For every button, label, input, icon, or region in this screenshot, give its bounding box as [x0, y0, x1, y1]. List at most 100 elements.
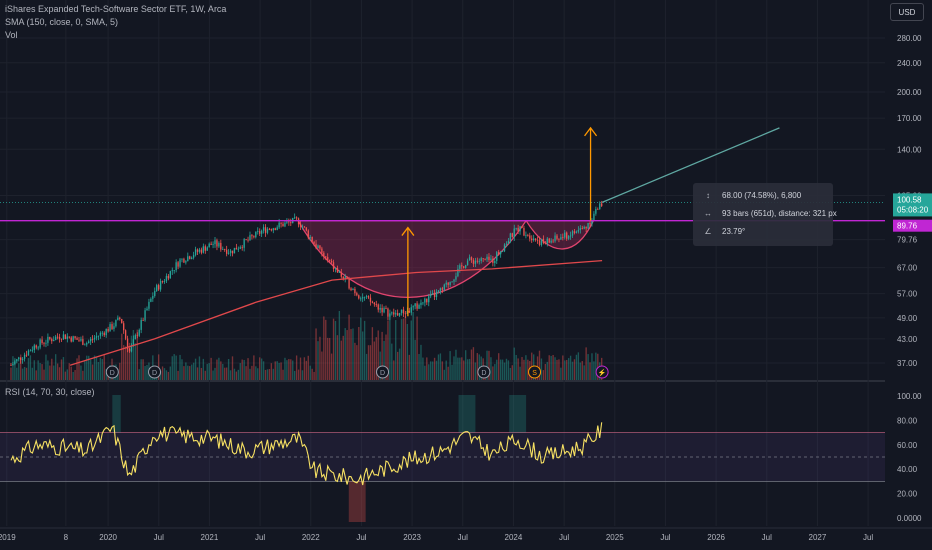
dividend-marker[interactable] — [376, 365, 390, 379]
volume-bar — [418, 354, 420, 380]
volume-bar — [122, 345, 125, 380]
volume-bar — [276, 361, 278, 380]
volume-bar — [41, 364, 43, 380]
candle-body — [439, 288, 442, 291]
dividend-marker[interactable] — [105, 365, 119, 379]
event-markers[interactable]: D D D D S ⚡ — [105, 365, 609, 379]
candle-body — [14, 361, 16, 365]
trend-line[interactable] — [601, 127, 780, 204]
volume-bar — [445, 360, 447, 380]
rsi-legend[interactable]: RSI (14, 70, 30, close) — [5, 387, 95, 397]
volume-bar — [307, 355, 309, 380]
earnings-marker-label: ⚡ — [598, 368, 607, 377]
candle-body — [66, 336, 69, 339]
candle-body — [76, 338, 78, 340]
candle-body — [25, 354, 28, 356]
candle-body — [447, 282, 449, 285]
candle-body — [437, 290, 440, 292]
dividend-marker[interactable] — [477, 365, 491, 379]
candle-body — [319, 245, 321, 249]
volume-bar — [412, 311, 414, 380]
volume-bar — [54, 354, 57, 380]
volume-bar — [286, 360, 288, 380]
volume-bar — [468, 358, 471, 380]
volume-bar — [60, 359, 63, 380]
volume-bar — [476, 353, 479, 380]
volume-bar — [29, 355, 32, 380]
sma-legend[interactable]: SMA (150, close, 0, SMA, 5) — [5, 17, 119, 27]
volume-bar — [218, 357, 220, 380]
volume-bar — [414, 339, 416, 380]
candle-body — [527, 235, 529, 236]
target-arrow-breakout[interactable] — [584, 126, 598, 221]
volume-bar — [278, 362, 280, 380]
target-arrow-cup[interactable] — [401, 226, 415, 317]
candle-body — [185, 261, 187, 263]
volume-bar — [406, 323, 409, 380]
volume-bar — [463, 360, 465, 380]
candle-body — [365, 296, 368, 297]
split-marker[interactable] — [528, 365, 542, 379]
volume-bar — [169, 366, 171, 380]
candle-body — [214, 240, 216, 245]
price-axis[interactable] — [0, 37, 885, 364]
volume-bar — [222, 363, 224, 380]
candle-body — [286, 221, 288, 223]
earnings-marker[interactable] — [595, 365, 609, 379]
candle-body — [161, 281, 164, 282]
candle-body — [484, 258, 486, 260]
candle-body — [463, 266, 465, 268]
volume-bar — [369, 345, 372, 380]
candle-body — [115, 320, 117, 327]
volume-bar — [179, 354, 181, 380]
volume-bar — [189, 366, 191, 380]
candle-body — [202, 246, 205, 253]
volume-legend[interactable]: Vol — [5, 30, 18, 40]
volume-bar — [257, 368, 259, 380]
candle-body — [105, 328, 107, 336]
volume-bar — [121, 333, 123, 380]
volume-bar — [443, 369, 445, 380]
candle-body — [311, 236, 313, 242]
volume-bar — [321, 351, 323, 380]
volume-bar — [356, 345, 358, 380]
rsi-band-fill — [0, 432, 885, 482]
time-tick-label: Jul — [458, 533, 468, 542]
candle-body — [373, 302, 376, 305]
volume-bar — [31, 367, 34, 380]
volume-bar — [80, 365, 82, 380]
volume-bar — [346, 330, 348, 380]
candle-body — [208, 243, 210, 248]
candle-body — [245, 239, 247, 240]
candle-body — [575, 231, 578, 233]
candle-body — [229, 250, 232, 253]
candle-body — [288, 221, 290, 223]
volume-bar — [330, 353, 333, 380]
candle-body — [360, 298, 362, 300]
sma-line[interactable] — [69, 259, 603, 366]
candle-body — [474, 260, 477, 264]
volume-bar — [567, 358, 570, 380]
dividend-marker[interactable] — [148, 365, 162, 379]
candle-body — [402, 309, 405, 314]
date-range-icon: ↔ — [704, 209, 712, 218]
volume-bar — [525, 355, 527, 380]
volume-bar — [51, 358, 53, 380]
candle-body — [317, 245, 319, 248]
candle-body — [525, 235, 527, 236]
volume-bar — [383, 340, 385, 380]
volume-bar — [183, 366, 185, 380]
volume-bar — [212, 370, 214, 380]
volume-bar — [119, 362, 121, 380]
volume-bar — [488, 350, 490, 380]
candle-body — [293, 217, 296, 219]
currency-button[interactable]: USD — [890, 3, 924, 21]
volume-bar — [453, 356, 455, 380]
candle-body — [173, 270, 175, 271]
candle-body — [332, 262, 335, 269]
volume-bar — [311, 368, 313, 380]
time-tick-label: Jul — [660, 533, 670, 542]
volume-bar — [515, 354, 517, 380]
rsi-line[interactable] — [10, 422, 603, 486]
